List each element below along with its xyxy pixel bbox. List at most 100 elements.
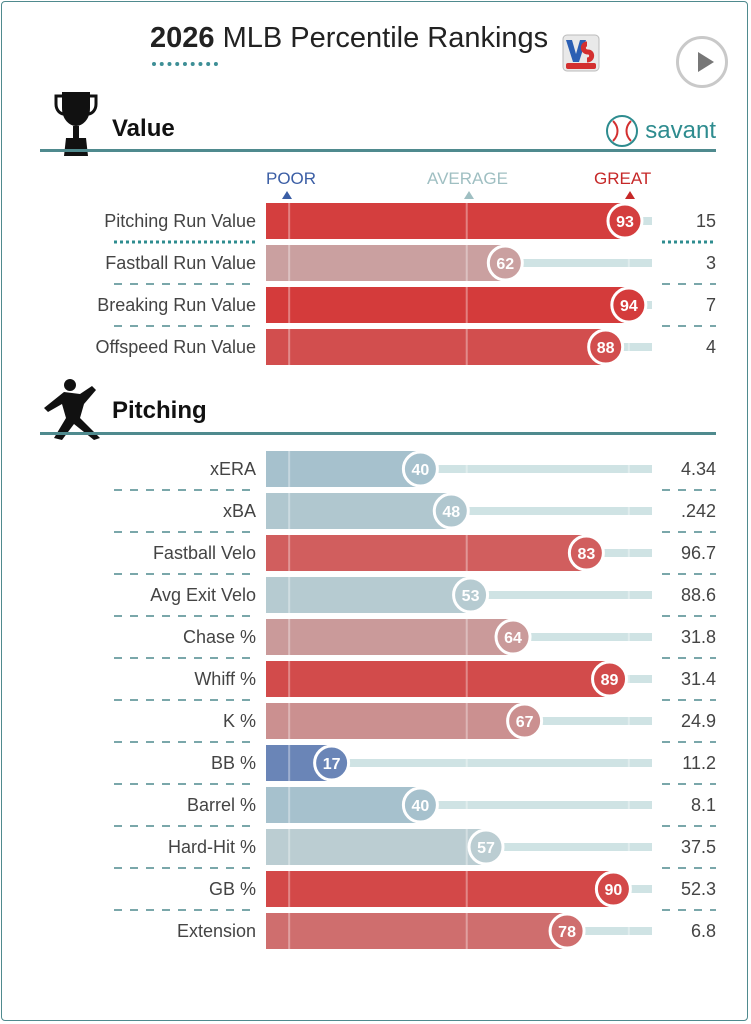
percentile-marker xyxy=(313,744,351,782)
percentile-bar xyxy=(266,245,506,281)
percentile-value: 64 xyxy=(504,630,522,647)
percentile-bar xyxy=(266,493,452,529)
pitching-section-header: Pitching xyxy=(40,374,716,440)
percentile-track xyxy=(451,507,652,515)
percentile-track xyxy=(567,927,652,935)
percentile-marker xyxy=(452,576,490,614)
row-label: Chase % xyxy=(183,627,256,647)
percentile-track xyxy=(505,259,652,267)
percentile-track xyxy=(524,717,652,725)
row-stat-value: 4.34 xyxy=(681,459,716,479)
vs-icon[interactable] xyxy=(562,34,600,72)
page-title: 2026 MLB Percentile Rankings xyxy=(150,22,548,55)
row-stat-value: 24.9 xyxy=(681,711,716,731)
average-marker xyxy=(464,191,474,199)
percentile-value: 57 xyxy=(477,840,495,857)
row-label: Hard-Hit % xyxy=(168,837,256,857)
percentile-marker xyxy=(401,786,439,824)
percentile-value: 53 xyxy=(462,588,480,605)
percentile-value: 89 xyxy=(601,672,619,689)
row-stat-value: 4 xyxy=(706,337,716,357)
great-marker xyxy=(625,191,635,199)
percentile-value: 67 xyxy=(516,714,534,731)
percentile-track xyxy=(420,465,652,473)
percentile-value: 48 xyxy=(442,504,460,521)
row-label: Avg Exit Velo xyxy=(150,585,256,605)
section-title-pitching: Pitching xyxy=(112,397,207,424)
percentile-track xyxy=(331,759,652,767)
row-label: K % xyxy=(223,711,256,731)
poor-marker xyxy=(282,191,292,199)
percentile-bar xyxy=(266,577,471,613)
percentile-marker xyxy=(401,450,439,488)
percentile-bar xyxy=(266,287,629,323)
percentile-bar xyxy=(266,535,587,571)
row-stat-value: 11.2 xyxy=(682,753,716,773)
value-section-header: Value savant xyxy=(40,88,716,156)
percentile-value: 40 xyxy=(412,462,430,479)
percentile-value: 78 xyxy=(558,924,576,941)
percentile-value: 94 xyxy=(620,298,638,315)
percentile-marker xyxy=(587,328,625,366)
percentile-bar xyxy=(266,451,421,487)
savant-logo[interactable]: savant xyxy=(605,114,716,148)
percentile-marker xyxy=(467,828,505,866)
percentile-marker xyxy=(486,244,524,282)
percentile-value: 88 xyxy=(597,340,615,357)
percentile-bar xyxy=(266,913,568,949)
row-label: Breaking Run Value xyxy=(97,295,256,315)
percentile-track xyxy=(420,801,652,809)
row-label: xBA xyxy=(223,501,256,521)
percentile-value: 17 xyxy=(323,756,341,773)
row-label: Fastball Velo xyxy=(153,543,256,563)
baseball-icon xyxy=(606,115,639,147)
percentile-bar xyxy=(266,703,525,739)
percentile-marker xyxy=(548,912,586,950)
play-button[interactable] xyxy=(676,36,728,88)
percentile-value: 40 xyxy=(412,798,430,815)
row-stat-value: 88.6 xyxy=(681,585,716,605)
percentile-marker xyxy=(594,870,632,908)
row-label: Extension xyxy=(177,921,256,941)
percentile-marker xyxy=(432,492,470,530)
percentile-value: 93 xyxy=(616,214,634,231)
section-title-value: Value xyxy=(112,115,175,142)
percentile-marker xyxy=(606,202,644,240)
row-stat-value: 37.5 xyxy=(681,837,716,857)
row-label: Fastball Run Value xyxy=(105,253,256,273)
title-text: MLB Percentile Rankings xyxy=(222,22,549,54)
row-stat-value: .242 xyxy=(681,501,716,521)
percentile-marker xyxy=(567,534,605,572)
percentile-bar xyxy=(266,661,610,697)
percentile-track xyxy=(609,675,652,683)
row-stat-value: 31.8 xyxy=(681,627,716,647)
percentile-track xyxy=(605,343,652,351)
percentile-bar xyxy=(266,619,514,655)
row-stat-value: 31.4 xyxy=(681,669,716,689)
title-year: 2026 xyxy=(150,22,215,54)
percentile-marker xyxy=(610,286,648,324)
scale-poor-label: POOR xyxy=(266,169,317,188)
section-divider xyxy=(40,149,716,152)
row-label: Pitching Run Value xyxy=(104,211,256,231)
pitcher-icon xyxy=(44,379,100,440)
trophy-icon xyxy=(54,92,98,156)
percentile-marker xyxy=(494,618,532,656)
section-divider xyxy=(40,432,716,435)
percentile-bar xyxy=(266,787,421,823)
row-stat-value: 3 xyxy=(706,253,716,273)
percentile-value: 62 xyxy=(496,256,514,273)
percentile-bar xyxy=(266,203,625,239)
row-stat-value: 96.7 xyxy=(681,543,716,563)
header: 2026 MLB Percentile Rankings xyxy=(0,18,751,88)
row-stat-value: 15 xyxy=(696,211,716,231)
percentile-bar xyxy=(266,329,606,365)
percentile-track xyxy=(513,633,652,641)
percentile-track xyxy=(613,885,652,893)
percentile-track xyxy=(470,591,652,599)
scale-average-label: AVERAGE xyxy=(427,169,508,188)
percentile-marker xyxy=(591,660,629,698)
row-label: GB % xyxy=(209,879,256,899)
